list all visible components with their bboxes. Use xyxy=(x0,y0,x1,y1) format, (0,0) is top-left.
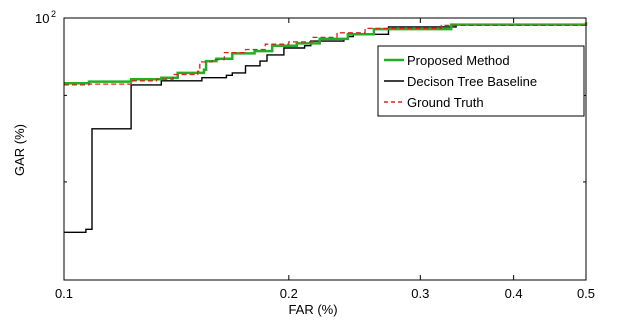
legend-box xyxy=(377,45,585,117)
series-line-ground-truth xyxy=(64,22,587,86)
y-axis-title: GAR (%) xyxy=(12,124,27,176)
tick-layer: 0.1 0.2 0.3 0.4 0.5 10 2 xyxy=(35,9,595,301)
y-tick-label-exponent: 2 xyxy=(51,9,56,19)
x-tick-label: 0.5 xyxy=(577,286,595,301)
x-tick-label: 0.4 xyxy=(505,286,523,301)
y-tick-label: 10 xyxy=(35,11,49,26)
x-axis-title: FAR (%) xyxy=(288,302,337,317)
legend-label-decison-tree-baseline: Decison Tree Baseline xyxy=(407,74,537,89)
x-tick-label: 0.2 xyxy=(280,286,298,301)
series-layer xyxy=(64,22,588,233)
legend-label-ground-truth: Ground Truth xyxy=(407,95,484,110)
x-tick-label: 0.1 xyxy=(55,286,73,301)
series-line-proposed-method xyxy=(64,22,588,85)
legend-label-proposed-method: Proposed Method xyxy=(407,53,510,68)
legend: Proposed Method Decison Tree Baseline Grou… xyxy=(377,45,585,117)
plot-frame xyxy=(63,17,587,281)
x-tick-label: 0.3 xyxy=(411,286,429,301)
